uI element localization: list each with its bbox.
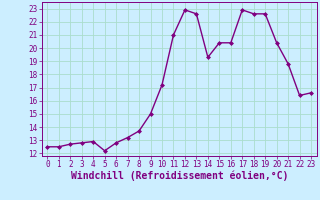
X-axis label: Windchill (Refroidissement éolien,°C): Windchill (Refroidissement éolien,°C) xyxy=(70,171,288,181)
